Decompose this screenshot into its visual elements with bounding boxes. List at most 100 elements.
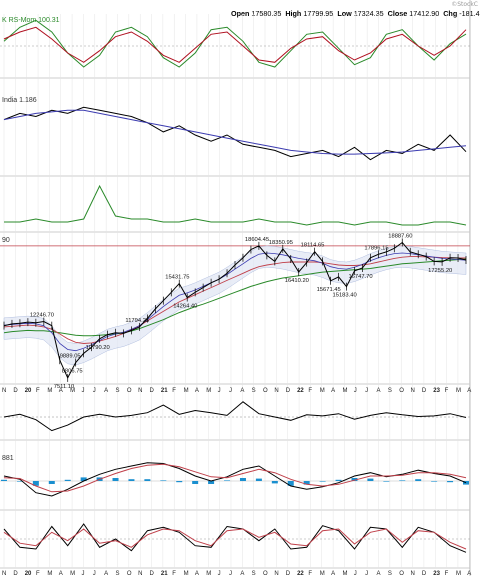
x-tick-label: A [467, 388, 471, 394]
x-tick-label: M [456, 571, 461, 576]
x-tick-label: F [445, 571, 449, 576]
x-tick-label: A [240, 388, 244, 394]
x-tick-label: S [252, 571, 256, 576]
macd-histogram-bar [447, 481, 454, 483]
x-tick-label: 20 [25, 388, 32, 394]
x-tick-label: N [274, 388, 278, 394]
macd-histogram-bar [48, 481, 55, 484]
x-tick-label: D [13, 571, 18, 576]
low-label: Low [337, 9, 352, 18]
price-label: 18350.95 [269, 240, 293, 246]
ohlc-header: Open 17580.35 High 17799.95 Low 17324.35… [231, 9, 480, 18]
price-label: 18114.65 [301, 243, 325, 249]
x-tick-label: N [2, 388, 6, 394]
x-tick-label: J [365, 571, 368, 576]
macd-histogram-bar [351, 478, 358, 481]
macd-histogram-bar [319, 481, 326, 482]
price-label: 17896.15 [364, 245, 388, 251]
x-tick-label: A [195, 571, 199, 576]
rsi-series-0 [3, 523, 467, 553]
x-tick-label: M [70, 571, 75, 576]
x-tick-label: J [81, 571, 84, 576]
x-tick-label: D [422, 571, 427, 576]
macd-histogram-bar [16, 481, 23, 482]
macd-histogram-bar [399, 480, 406, 481]
x-tick-label: M [206, 388, 211, 394]
x-tick-label: 21 [161, 571, 168, 576]
x-tick-label: S [388, 388, 392, 394]
x-tick-label: J [93, 388, 96, 394]
price-label: 10790.20 [86, 345, 110, 351]
x-tick-label: A [331, 571, 335, 576]
x-tick-label: A [59, 571, 63, 576]
price-label: 15183.40 [333, 293, 357, 299]
x-tick-label: S [115, 571, 119, 576]
high-value: 17799.95 [303, 9, 334, 18]
x-tick-label: F [172, 388, 176, 394]
x-tick-label: F [36, 571, 40, 576]
open-value: 17580.35 [251, 9, 282, 18]
x-tick-label: M [206, 571, 211, 576]
panel-title: 90 [2, 237, 10, 244]
macd-histogram-bar [383, 481, 390, 482]
price-label: 18887.60 [388, 233, 412, 239]
panel-title: 881 [2, 455, 14, 462]
x-tick-label: D [13, 388, 18, 394]
x-tick-label: A [377, 571, 381, 576]
ratio-series-1 [3, 109, 467, 155]
x-tick-label: 23 [433, 388, 440, 394]
macd-histogram-bar [144, 479, 151, 481]
macd-histogram-bar [112, 478, 119, 481]
x-tick-label: M [47, 571, 52, 576]
x-tick-label: O [399, 571, 404, 576]
macd-histogram-bar [367, 478, 374, 481]
close-value: 17412.90 [409, 9, 440, 18]
price-label: 16410.20 [285, 278, 309, 284]
macd-histogram-bar [208, 481, 215, 484]
ma-green-line [3, 258, 467, 337]
x-tick-label: M [47, 388, 52, 394]
macd-histogram-bar [431, 481, 438, 482]
x-tick-label: D [286, 388, 291, 394]
x-tick-label: D [150, 388, 155, 394]
x-tick-label: F [36, 388, 40, 394]
chg-value: -181.45 [459, 9, 480, 18]
macd-histogram-bar [160, 480, 167, 481]
x-tick-label: M [320, 388, 325, 394]
x-tick-label: S [115, 388, 119, 394]
x-tick-label: 23 [433, 571, 440, 576]
x-tick-label: A [377, 388, 381, 394]
x-tick-label: A [331, 388, 335, 394]
x-tick-label: 20 [25, 571, 32, 576]
macd-histogram-bar [64, 479, 71, 481]
x-tick-label: O [263, 571, 268, 576]
macd-histogram-bar [192, 481, 199, 484]
price-label: 9889.05 [60, 353, 81, 359]
x-tick-label: S [252, 388, 256, 394]
x-tick-label: A [59, 388, 63, 394]
x-tick-label: A [104, 571, 108, 576]
macd-histogram-bar [287, 481, 294, 486]
x-tick-label: D [286, 571, 291, 576]
x-tick-label: M [342, 388, 347, 394]
high-label: High [285, 9, 302, 18]
macd-histogram-bar [32, 481, 39, 486]
brand-logo: ©StockC [451, 1, 478, 8]
x-tick-label: A [104, 388, 108, 394]
x-tick-label: M [70, 388, 75, 394]
price-label: 18604.45 [245, 237, 269, 243]
price-label: 8806.75 [62, 368, 83, 374]
spike-indicator-series-0 [4, 184, 467, 226]
macd-series-0 [3, 462, 467, 497]
x-tick-label: J [354, 571, 357, 576]
x-tick-label: S [388, 571, 392, 576]
macd-histogram-bar [128, 479, 135, 481]
x-tick-label: J [229, 571, 232, 576]
x-tick-label: J [81, 388, 84, 394]
price-label: 7511.10 [54, 384, 75, 390]
rsi-series-1 [3, 528, 467, 550]
x-tick-label: M [184, 571, 189, 576]
macd-histogram-bar [463, 481, 469, 485]
x-tick-label: J [354, 388, 357, 394]
macd-series-1 [3, 463, 467, 493]
